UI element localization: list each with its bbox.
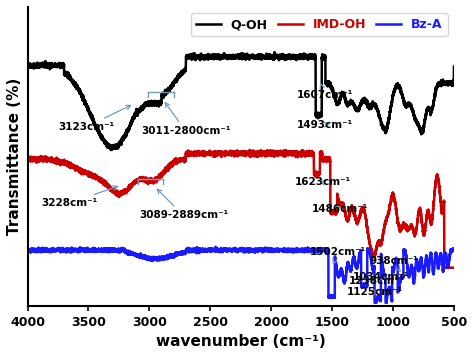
Bz-A — [372, 301, 377, 305]
Y-axis label: Transmittance (%): Transmittance (%) — [7, 78, 22, 235]
Q-OH — [281, 57, 286, 61]
Q-OH — [25, 63, 30, 67]
IMD-OH — [188, 152, 193, 156]
Bz-A — [25, 248, 30, 253]
Text: 3011-2800cm⁻¹: 3011-2800cm⁻¹ — [141, 103, 230, 136]
IMD-OH — [451, 266, 457, 270]
Bz-A — [343, 274, 348, 279]
Line: Q-OH: Q-OH — [27, 52, 454, 150]
Bz-A — [451, 249, 457, 253]
Q-OH — [375, 109, 381, 113]
Q-OH — [451, 64, 457, 69]
IMD-OH — [441, 266, 447, 270]
Q-OH — [108, 148, 114, 152]
Bz-A — [102, 247, 108, 251]
Q-OH — [343, 101, 349, 105]
Text: 1486cm⁻¹: 1486cm⁻¹ — [311, 204, 368, 214]
Q-OH — [272, 50, 277, 54]
Line: IMD-OH: IMD-OH — [27, 150, 454, 268]
Text: 1607cm⁻¹: 1607cm⁻¹ — [297, 84, 353, 100]
IMD-OH — [25, 157, 30, 161]
Text: 938cm⁻¹: 938cm⁻¹ — [369, 256, 418, 271]
Text: 1125cm⁻¹: 1125cm⁻¹ — [347, 287, 403, 297]
Line: Bz-A: Bz-A — [27, 247, 454, 303]
IMD-OH — [102, 180, 108, 184]
Bz-A — [281, 246, 286, 251]
X-axis label: wavenumber (cm⁻¹): wavenumber (cm⁻¹) — [156, 334, 326, 349]
Bz-A — [302, 248, 308, 252]
Q-OH — [188, 52, 193, 56]
Legend: Q-OH, IMD-OH, Bz-A: Q-OH, IMD-OH, Bz-A — [191, 13, 447, 36]
Text: 1034cm⁻¹: 1034cm⁻¹ — [353, 272, 410, 282]
Text: 3123cm⁻¹: 3123cm⁻¹ — [58, 105, 131, 132]
Text: 3228cm⁻¹: 3228cm⁻¹ — [41, 186, 118, 208]
IMD-OH — [281, 152, 286, 156]
Text: 3089-2889cm⁻¹: 3089-2889cm⁻¹ — [139, 189, 228, 220]
Q-OH — [102, 140, 108, 144]
Q-OH — [302, 53, 308, 58]
IMD-OH — [343, 213, 348, 217]
Text: 1493cm⁻¹: 1493cm⁻¹ — [297, 120, 353, 130]
IMD-OH — [375, 241, 381, 245]
IMD-OH — [302, 151, 308, 155]
Bz-A — [375, 296, 381, 300]
Bz-A — [213, 245, 219, 249]
Text: 1502cm⁻¹: 1502cm⁻¹ — [310, 247, 365, 264]
IMD-OH — [247, 148, 253, 152]
Text: 1238cm⁻¹: 1238cm⁻¹ — [349, 276, 405, 286]
Text: 1623cm⁻¹: 1623cm⁻¹ — [295, 177, 351, 187]
Bz-A — [188, 248, 193, 252]
